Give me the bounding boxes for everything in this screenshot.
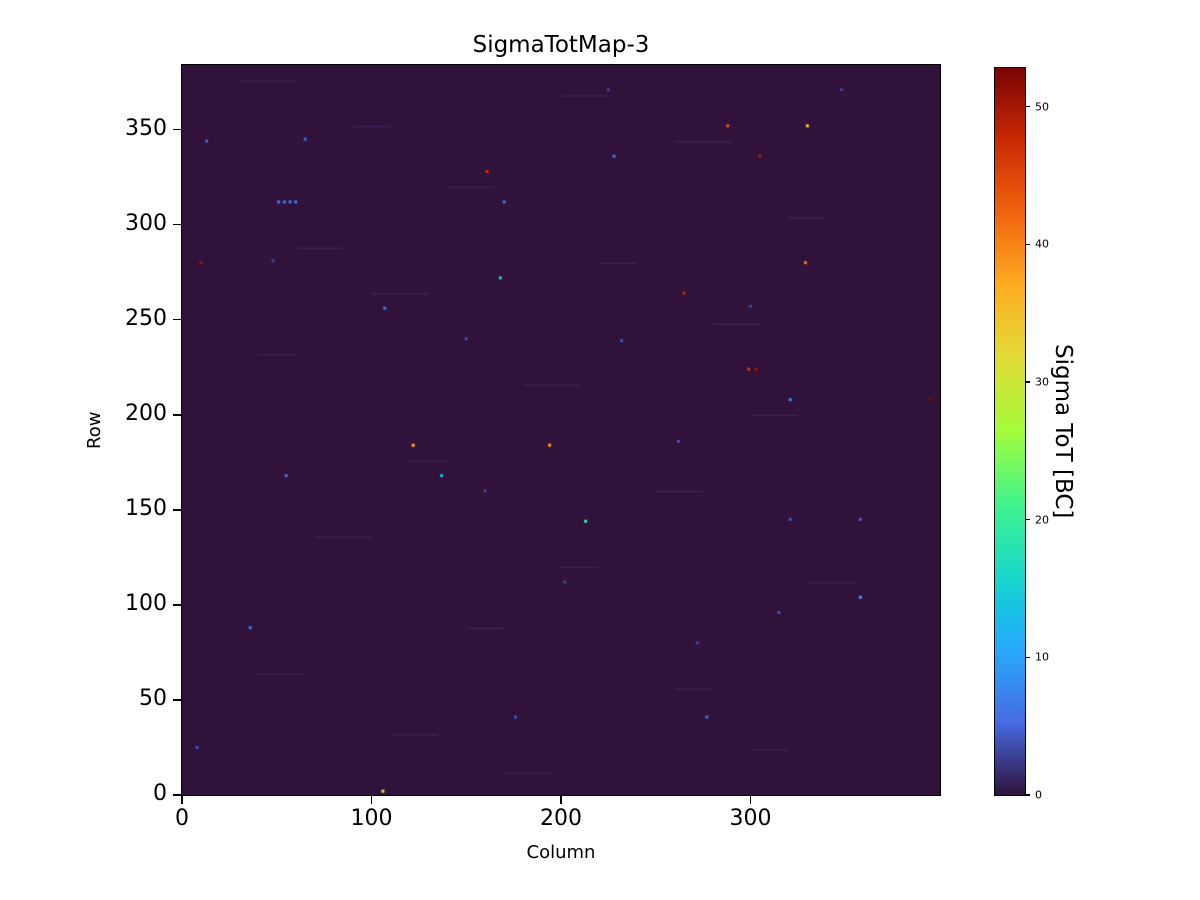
y-tick-label: 100 <box>125 590 167 616</box>
x-tick-label: 100 <box>350 806 393 831</box>
y-tick-label: 350 <box>125 115 167 141</box>
y-tick-mark <box>173 223 181 226</box>
colorbar-tick-mark <box>1026 794 1030 796</box>
x-axis-label: Column <box>526 842 596 863</box>
x-tick-mark <box>749 796 752 804</box>
x-axis-ticks: 0 100 200 300 <box>175 796 940 840</box>
colorbar-tick-mark <box>1026 656 1030 658</box>
colorbar-tick-label: 40 <box>1035 237 1049 251</box>
y-tick-mark <box>173 699 181 701</box>
x-tick-mark <box>370 796 373 804</box>
y-tick-mark <box>173 794 181 796</box>
y-tick-label: 200 <box>125 400 167 426</box>
y-tick-mark <box>173 128 181 131</box>
colorbar-tick-label: 50 <box>1035 100 1049 114</box>
x-tick-label: 200 <box>540 806 582 831</box>
y-tick-label: 150 <box>125 495 167 521</box>
y-tick-mark <box>173 604 181 606</box>
y-axis-label: Row <box>84 411 105 449</box>
x-tick-mark <box>181 796 183 804</box>
x-tick-mark <box>560 796 562 804</box>
x-tick-label: 300 <box>729 806 772 831</box>
y-tick-label: 300 <box>125 210 167 236</box>
y-tick-label: 0 <box>153 781 167 806</box>
y-tick-label: 50 <box>139 685 167 711</box>
colorbar-ticks: 0 10 20 30 40 50 <box>1026 68 1096 802</box>
colorbar-label: Sigma ToT [BC] <box>1050 344 1076 519</box>
colorbar-tick-label: 30 <box>1035 375 1049 389</box>
x-tick-label: 0 <box>175 806 189 831</box>
heatmap-plot <box>181 64 941 796</box>
colorbar-tick-mark <box>1026 381 1030 383</box>
colorbar-tick-mark <box>1026 519 1030 521</box>
y-tick-label: 250 <box>125 305 167 331</box>
colorbar-tick-label: 0 <box>1035 788 1042 802</box>
heatmap-canvas <box>182 65 940 795</box>
colorbar-tick-label: 20 <box>1035 513 1049 527</box>
chart-title: SigmaTotMap-3 <box>472 32 650 58</box>
colorbar-tick-label: 10 <box>1035 650 1049 664</box>
y-tick-mark <box>173 318 181 321</box>
colorbar-gradient <box>994 67 1026 796</box>
colorbar-tick-mark <box>1026 105 1030 108</box>
y-axis-ticks: 0 50 100 150 200 250 300 350 <box>0 65 181 806</box>
y-tick-mark <box>173 414 181 416</box>
y-tick-mark <box>173 509 181 511</box>
colorbar-tick-mark <box>1026 243 1030 245</box>
